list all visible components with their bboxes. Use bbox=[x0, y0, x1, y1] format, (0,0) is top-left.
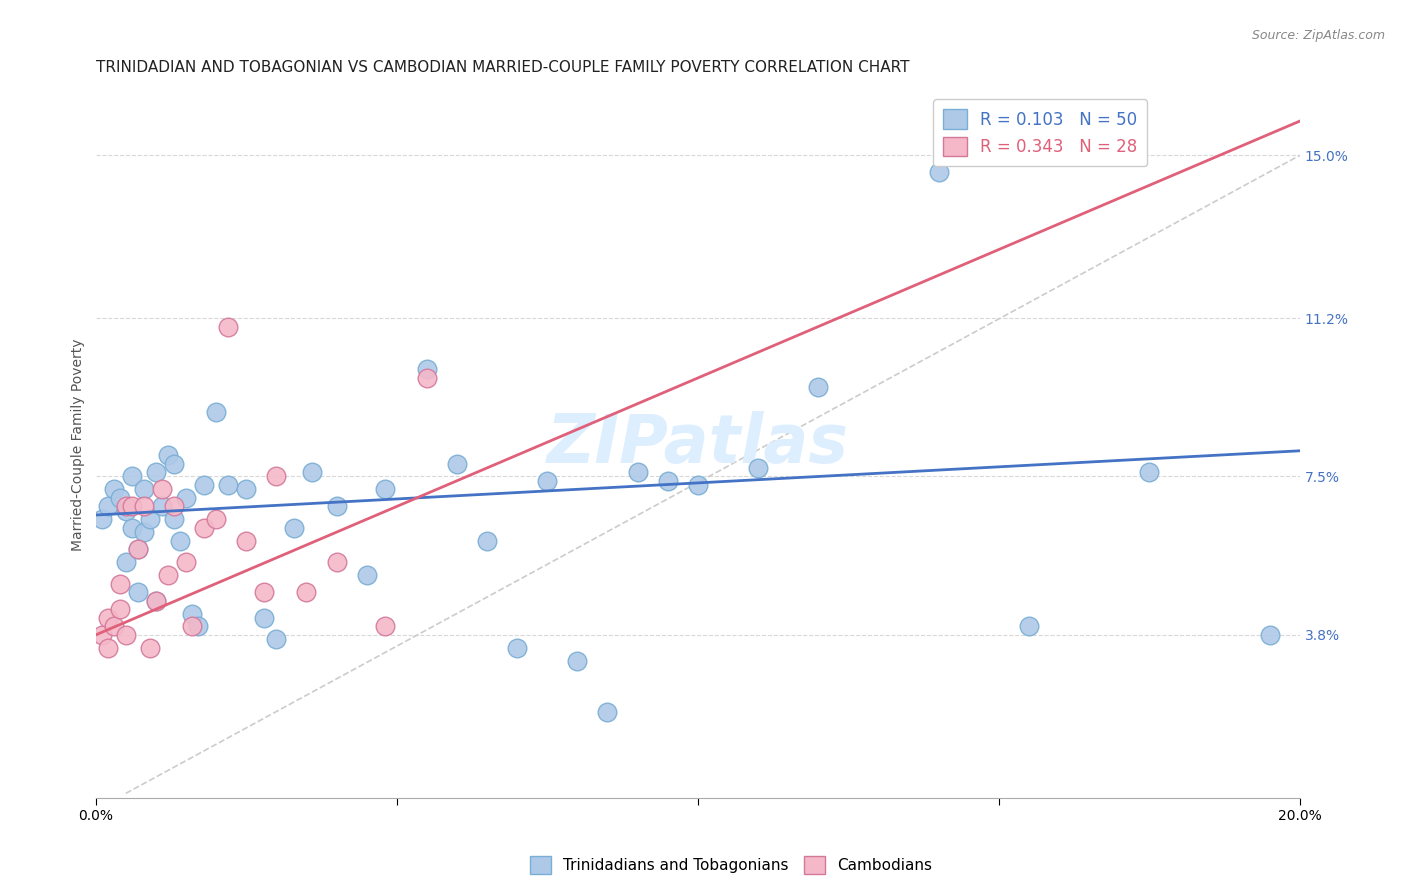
Legend: Trinidadians and Tobagonians, Cambodians: Trinidadians and Tobagonians, Cambodians bbox=[523, 850, 939, 880]
Point bbox=[235, 483, 257, 497]
Point bbox=[174, 491, 197, 505]
Point bbox=[374, 483, 396, 497]
Point bbox=[567, 654, 589, 668]
Point bbox=[132, 525, 155, 540]
Point bbox=[325, 555, 347, 569]
Text: TRINIDADIAN AND TOBAGONIAN VS CAMBODIAN MARRIED-COUPLE FAMILY POVERTY CORRELATIO: TRINIDADIAN AND TOBAGONIAN VS CAMBODIAN … bbox=[96, 60, 910, 75]
Point bbox=[163, 500, 186, 514]
Point bbox=[145, 465, 167, 479]
Point bbox=[163, 457, 186, 471]
Point bbox=[301, 465, 323, 479]
Point bbox=[150, 483, 173, 497]
Point bbox=[325, 500, 347, 514]
Point bbox=[266, 469, 288, 483]
Point bbox=[266, 632, 288, 647]
Legend: R = 0.103   N = 50, R = 0.343   N = 28: R = 0.103 N = 50, R = 0.343 N = 28 bbox=[934, 99, 1147, 166]
Point bbox=[163, 512, 186, 526]
Point bbox=[295, 585, 318, 599]
Point bbox=[416, 371, 439, 385]
Point bbox=[174, 555, 197, 569]
Point bbox=[108, 491, 131, 505]
Point bbox=[181, 607, 204, 621]
Point bbox=[90, 628, 112, 642]
Point bbox=[127, 542, 149, 557]
Point bbox=[139, 512, 162, 526]
Point bbox=[205, 405, 228, 419]
Point bbox=[253, 611, 276, 625]
Point bbox=[114, 555, 136, 569]
Point bbox=[108, 576, 131, 591]
Point bbox=[235, 533, 257, 548]
Point bbox=[114, 504, 136, 518]
Point bbox=[193, 478, 215, 492]
Point bbox=[181, 619, 204, 633]
Point bbox=[536, 474, 558, 488]
Point bbox=[145, 593, 167, 607]
Point bbox=[807, 379, 830, 393]
Point bbox=[686, 478, 709, 492]
Point bbox=[127, 585, 149, 599]
Point bbox=[596, 705, 619, 719]
Point bbox=[132, 500, 155, 514]
Point bbox=[187, 619, 209, 633]
Point bbox=[103, 483, 125, 497]
Point bbox=[156, 568, 179, 582]
Point bbox=[1018, 619, 1040, 633]
Point bbox=[253, 585, 276, 599]
Point bbox=[1139, 465, 1161, 479]
Point bbox=[121, 500, 143, 514]
Point bbox=[150, 500, 173, 514]
Point bbox=[156, 448, 179, 462]
Point bbox=[506, 640, 529, 655]
Point bbox=[108, 602, 131, 616]
Point bbox=[97, 611, 120, 625]
Point bbox=[169, 533, 191, 548]
Point bbox=[127, 542, 149, 557]
Point bbox=[1258, 628, 1281, 642]
Point bbox=[139, 640, 162, 655]
Point bbox=[121, 521, 143, 535]
Point bbox=[132, 483, 155, 497]
Point bbox=[217, 319, 239, 334]
Point bbox=[114, 500, 136, 514]
Point bbox=[193, 521, 215, 535]
Point bbox=[475, 533, 498, 548]
Point bbox=[626, 465, 648, 479]
Point bbox=[657, 474, 679, 488]
Point bbox=[217, 478, 239, 492]
Point bbox=[446, 457, 468, 471]
Point bbox=[416, 362, 439, 376]
Point bbox=[374, 619, 396, 633]
Point bbox=[97, 640, 120, 655]
Text: ZIPatlas: ZIPatlas bbox=[547, 411, 849, 477]
Point bbox=[928, 165, 950, 179]
Point bbox=[205, 512, 228, 526]
Point bbox=[356, 568, 378, 582]
Text: Source: ZipAtlas.com: Source: ZipAtlas.com bbox=[1251, 29, 1385, 42]
Y-axis label: Married-Couple Family Poverty: Married-Couple Family Poverty bbox=[72, 338, 86, 550]
Point bbox=[283, 521, 305, 535]
Point bbox=[103, 619, 125, 633]
Point bbox=[114, 628, 136, 642]
Point bbox=[97, 500, 120, 514]
Point bbox=[121, 469, 143, 483]
Point bbox=[90, 512, 112, 526]
Point bbox=[747, 461, 769, 475]
Point bbox=[145, 593, 167, 607]
